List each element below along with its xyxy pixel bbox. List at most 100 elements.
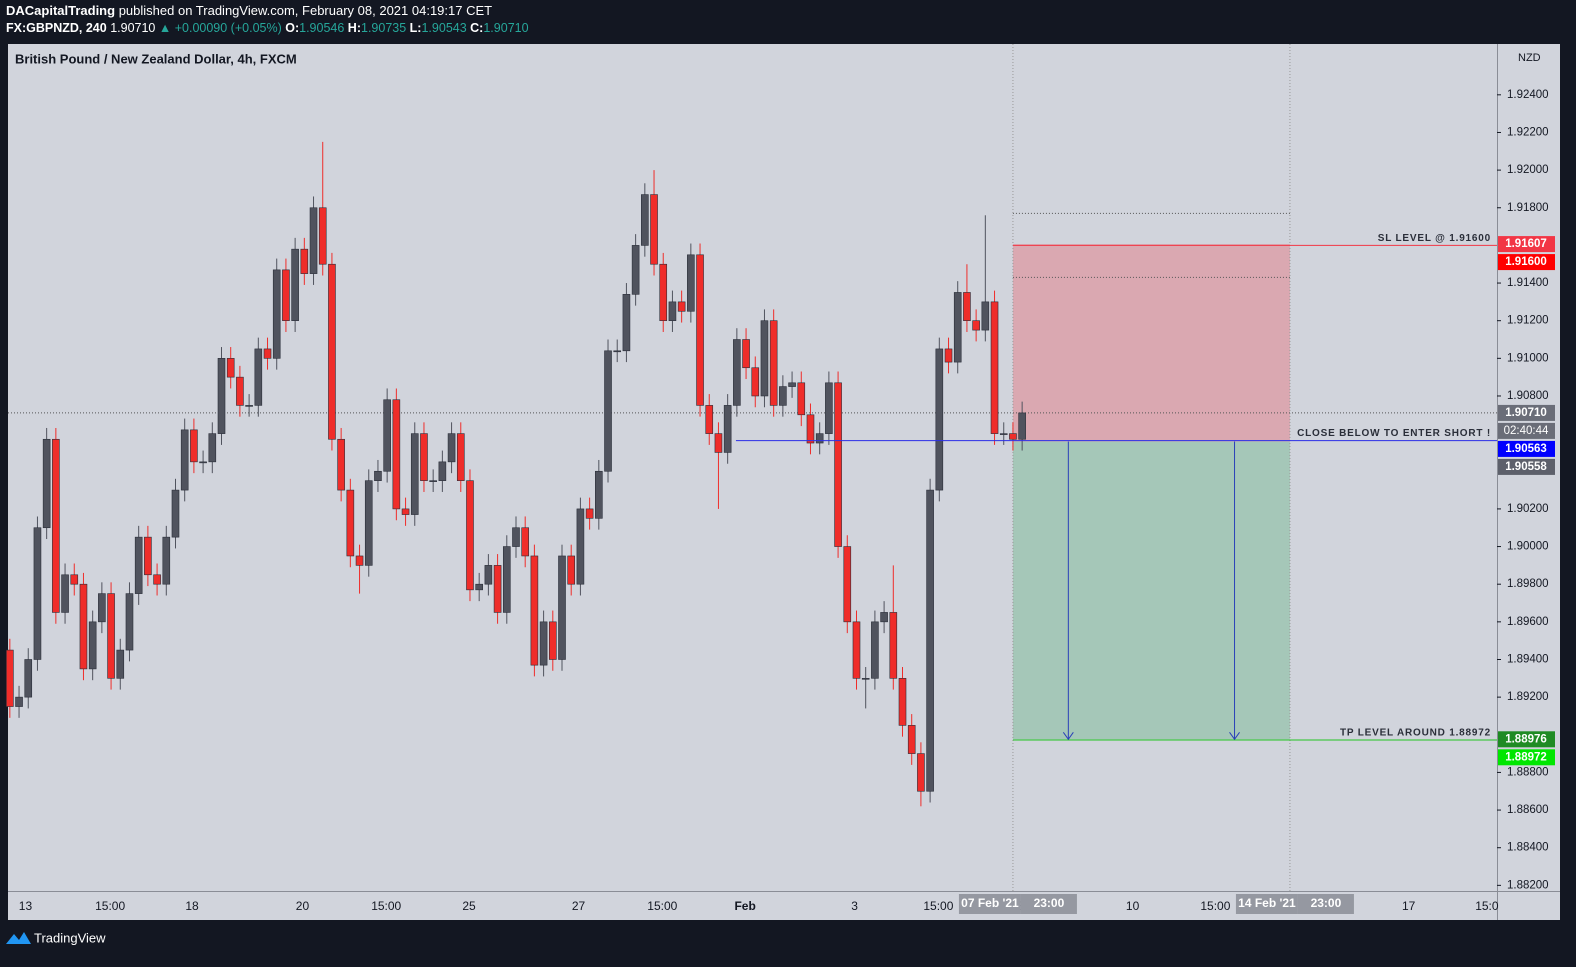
candle-body <box>245 405 253 407</box>
candle-body <box>70 574 79 585</box>
y-tick-label: 1.88800 <box>1507 766 1549 778</box>
y-tick-label: 1.90000 <box>1507 541 1549 553</box>
candle-body <box>825 382 833 434</box>
candle-body <box>429 480 437 482</box>
candle-body <box>401 508 410 515</box>
candle-body <box>153 574 161 585</box>
candle-body <box>33 527 42 660</box>
x-tick-label: 17 <box>1402 899 1416 913</box>
candle-body <box>907 725 916 754</box>
candle-body <box>668 301 677 321</box>
x-tick-label: 13 <box>19 899 33 913</box>
x-tick-label: 15:00 <box>95 899 125 913</box>
candle-body <box>272 269 281 359</box>
candle-body <box>944 348 953 363</box>
chart-title: British Pound / New Zealand Dollar, 4h, … <box>15 51 297 66</box>
price-tag <box>1498 731 1555 748</box>
last: 1.90710 <box>110 21 155 35</box>
candle-body <box>309 207 318 274</box>
candle-body <box>420 433 428 481</box>
candle-body <box>52 438 60 613</box>
time-tag-label: 23:00 <box>1034 896 1065 910</box>
published: published on TradingView.com, February 0… <box>119 3 492 18</box>
price-tag-label: 1.91607 <box>1505 238 1547 250</box>
candle-body <box>769 320 778 406</box>
candle-body <box>226 358 235 378</box>
candle-body <box>696 254 704 406</box>
time-tag <box>1020 894 1077 914</box>
candle-body <box>125 593 134 651</box>
footer: TradingView <box>6 930 106 945</box>
candle-body <box>677 301 686 312</box>
candle-body <box>502 546 511 613</box>
candle-body <box>337 438 345 491</box>
candle-body <box>1018 412 1026 440</box>
candle-body <box>134 536 143 594</box>
time-tag <box>958 894 1021 914</box>
x-tick-label: 25 <box>462 899 476 913</box>
x-tick-label: 3 <box>851 899 858 913</box>
price-tag <box>1498 236 1555 253</box>
y-tick-label: 1.88400 <box>1507 842 1549 854</box>
o-label: O: <box>285 21 299 35</box>
header-bar <box>0 0 1576 42</box>
brand: TradingView <box>34 930 106 945</box>
price-tag-label: 1.90563 <box>1505 443 1547 455</box>
candle-body <box>650 194 658 265</box>
candle-body <box>15 696 23 707</box>
candle-body <box>116 649 125 679</box>
y-tick-label: 1.89800 <box>1507 578 1549 590</box>
candle-body <box>6 649 14 707</box>
candle-body <box>364 480 373 566</box>
candle-body <box>926 489 934 792</box>
y-tick-label: 1.88200 <box>1507 879 1549 891</box>
countdown-tag <box>1498 422 1555 439</box>
candle-body <box>24 659 33 698</box>
logo <box>6 932 31 944</box>
header-line2: FX:GBPNZD, 240 1.90710 ▲ +0.00090 (+0.05… <box>6 21 529 35</box>
candle-body <box>723 405 732 453</box>
candle-body <box>714 433 723 453</box>
price-tag <box>1498 749 1555 766</box>
candle-body <box>622 294 631 352</box>
y-tick-label: 1.90200 <box>1507 503 1549 515</box>
author: DACapitalTrading <box>6 3 115 18</box>
candle-body <box>162 536 171 585</box>
candle-body <box>917 753 925 792</box>
candle-body <box>512 527 520 547</box>
candle-body <box>410 433 419 515</box>
y-tick-label: 1.90800 <box>1507 390 1549 402</box>
time-tag-label: 07 Feb '21 <box>961 896 1019 910</box>
header-line1: DACapitalTrading published on TradingVie… <box>6 3 492 18</box>
candle-body <box>935 348 944 491</box>
candle-body <box>475 583 483 591</box>
x-tick-label: 15:00 <box>371 899 401 913</box>
candle-body <box>613 350 622 353</box>
l-label: L: <box>410 21 422 35</box>
candle-body <box>456 433 465 481</box>
price-tag-label: 1.90710 <box>1505 407 1547 419</box>
x-tick-label: 27 <box>572 899 586 913</box>
close: 1.90710 <box>483 21 528 35</box>
time-tag-label: 23:00 <box>1311 896 1342 910</box>
candle-body <box>659 263 668 321</box>
y-tick-label: 1.89400 <box>1507 654 1549 666</box>
price-tag-label: 1.91600 <box>1505 256 1547 268</box>
price-tag-label: 1.88972 <box>1505 751 1547 763</box>
target-zone <box>1012 441 1290 740</box>
y-tick-label: 1.91200 <box>1507 315 1549 327</box>
candle-body <box>318 207 327 265</box>
arrow-head <box>1229 732 1240 741</box>
countdown: 02:40:44 <box>1504 425 1549 437</box>
candle-body <box>447 433 456 463</box>
candle-body <box>61 574 69 613</box>
level-annotation: SL LEVEL @ 1.91600 <box>1378 233 1491 244</box>
candle-body <box>751 367 760 397</box>
candle-body <box>705 405 714 434</box>
candle-body <box>346 489 355 557</box>
candle-body <box>760 320 769 397</box>
y-tick-label: 1.92000 <box>1507 164 1549 176</box>
candle-body <box>779 386 787 406</box>
candle-body <box>355 555 364 566</box>
